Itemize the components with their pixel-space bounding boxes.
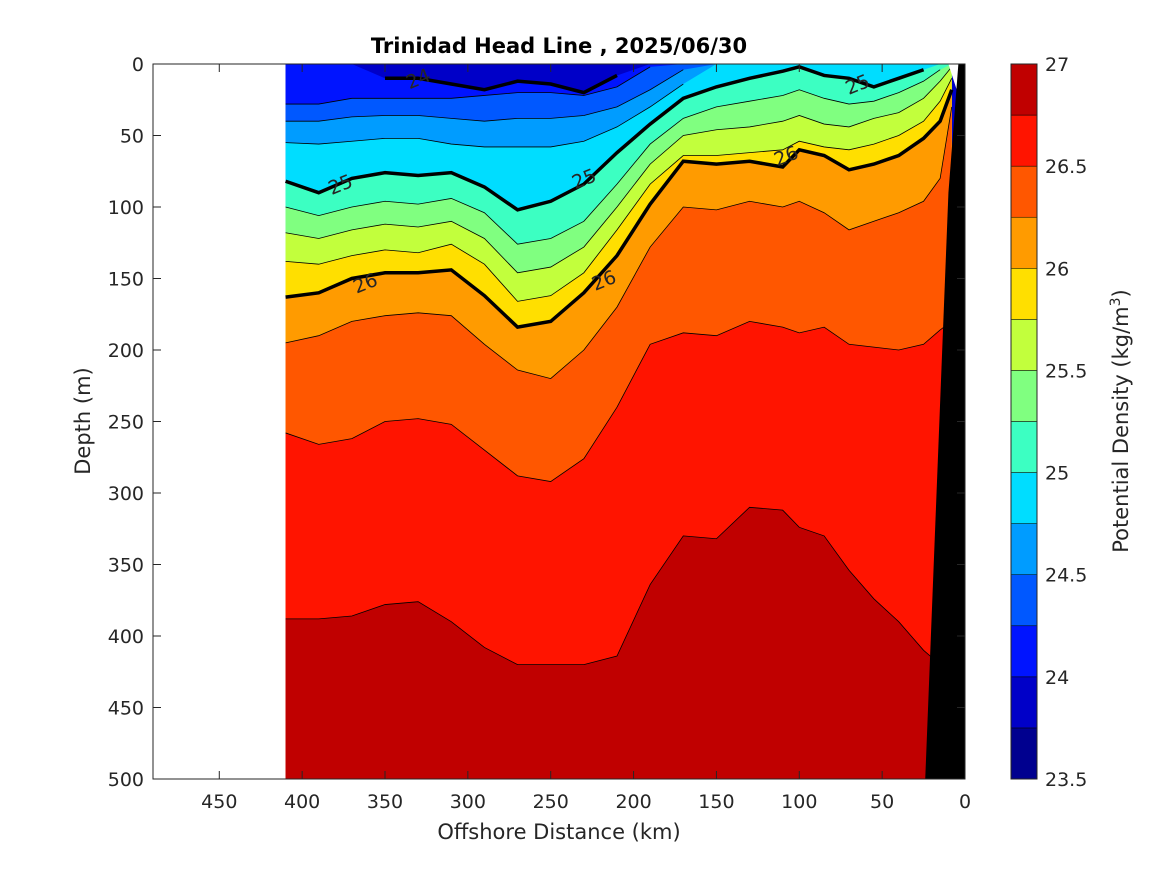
colorbar-swatch <box>1010 268 1038 320</box>
x-tick-label: 200 <box>615 791 651 813</box>
contour-line-24.75 <box>285 83 684 148</box>
y-tick-label: 50 <box>120 126 144 148</box>
colorbar-frame <box>1010 63 1038 780</box>
contour-fills <box>285 64 957 779</box>
contour-line-25.25 <box>285 69 941 245</box>
x-axis-ticks: 450 400 350 300 250 200 150 100 50 0 <box>201 64 971 813</box>
x-tick-label: 250 <box>533 791 569 813</box>
colorbar-swatch <box>1010 625 1038 678</box>
chart-title: Trinidad Head Line , 2025/06/30 <box>371 34 747 58</box>
colorbar-swatch <box>1010 114 1038 167</box>
colorbar-tick-label: 25.5 <box>1045 360 1087 382</box>
y-tick-label: 400 <box>108 626 144 648</box>
colorbar-label-text: Potential Density (kg/m <box>1109 306 1133 552</box>
colorbar-swatch <box>1010 370 1038 422</box>
colorbar-swatch <box>1010 63 1038 116</box>
contour-lines <box>285 64 965 779</box>
y-tick-label: 150 <box>108 269 144 291</box>
x-tick-label: 50 <box>870 791 894 813</box>
contour-line-25.75 <box>285 78 953 302</box>
colorbar-swatch <box>1010 472 1038 524</box>
colorbar-swatch <box>1010 421 1038 473</box>
colorbar-swatch <box>1010 574 1038 627</box>
contour-line-26.25 <box>285 106 953 380</box>
x-tick-label: 300 <box>450 791 486 813</box>
y-axis-label: Depth (m) <box>71 367 95 474</box>
contour-line-24.5 <box>285 69 684 122</box>
y-tick-label: 0 <box>132 54 144 76</box>
x-tick-label: 100 <box>781 791 817 813</box>
colorbar-tick-label: 25 <box>1045 463 1069 485</box>
colorbar-tick-label: 27 <box>1045 54 1069 76</box>
colorbar-tick-label: 23.5 <box>1045 769 1087 791</box>
y-tick-label: 350 <box>108 555 144 577</box>
seafloor-bathymetry <box>925 64 965 779</box>
colorbar-swatch <box>1010 319 1038 371</box>
contour-line-26.5 <box>285 320 952 482</box>
y-tick-label: 500 <box>108 769 144 791</box>
colorbar-swatch <box>1010 727 1038 780</box>
x-tick-label: 400 <box>284 791 320 813</box>
colorbar-swatch <box>1010 523 1038 575</box>
colorbar-swatch <box>1010 165 1038 218</box>
colorbar-tick-label: 26 <box>1045 258 1069 280</box>
contour-line-24.25 <box>285 66 651 105</box>
y-tick-label: 250 <box>108 412 144 434</box>
colorbar-tick-label: 24.5 <box>1045 565 1087 587</box>
colorbar-tick-label: 24 <box>1045 667 1069 689</box>
y-tick-label: 300 <box>108 483 144 505</box>
x-tick-label: 150 <box>698 791 734 813</box>
colorbar-label-suffix: ) <box>1109 289 1133 297</box>
colorbar-label-superscript: 3 <box>1108 297 1124 306</box>
contour-line-25.5 <box>285 66 953 274</box>
x-tick-label: 0 <box>959 791 971 813</box>
contour-line-26.75 <box>285 506 953 779</box>
y-tick-label: 200 <box>108 340 144 362</box>
x-tick-label: 450 <box>201 791 237 813</box>
colorbar-tick-label: 26.5 <box>1045 156 1087 178</box>
contour-line-26 <box>285 89 954 329</box>
x-axis-label: Offshore Distance (km) <box>437 820 680 844</box>
contour-line-25 <box>285 65 925 212</box>
colorbar-swatch <box>1010 676 1038 729</box>
colorbar-label: Potential Density (kg/m3) <box>1108 289 1133 553</box>
x-tick-label: 350 <box>367 791 403 813</box>
y-tick-label: 100 <box>108 197 144 219</box>
colorbar: 27 26.5 26 25.5 25 24.5 24 23.5 <box>1010 54 1087 791</box>
y-axis-ticks: 0 50 100 150 200 250 300 350 400 450 500 <box>108 54 965 791</box>
density-band-26.75 <box>285 507 952 779</box>
contour-line-24 <box>385 73 618 95</box>
colorbar-swatch <box>1010 216 1038 269</box>
y-tick-label: 450 <box>108 698 144 720</box>
